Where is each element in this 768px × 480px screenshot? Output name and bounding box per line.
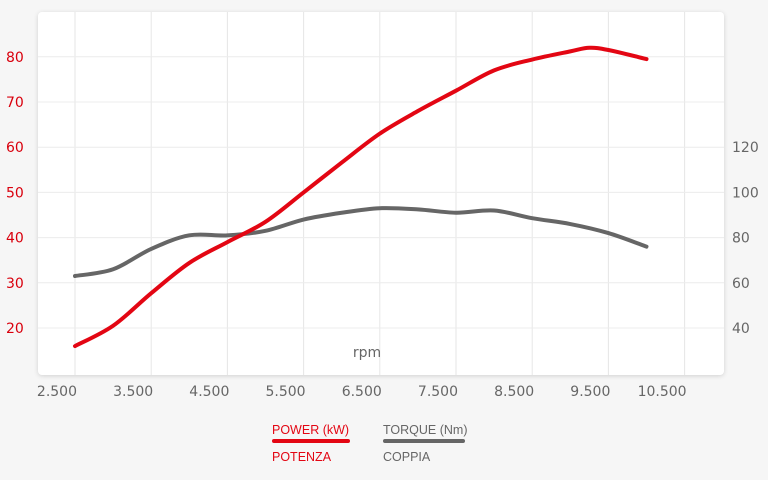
x-tick-label: 7.500 — [418, 384, 458, 400]
legend-torque-label: TORQUE (Nm) — [383, 423, 468, 437]
y-right-tick-label: 120 — [732, 140, 759, 156]
power-line — [73, 45, 649, 349]
legend-power-sublabel: POTENZA — [272, 450, 332, 464]
x-axis-label: rpm — [353, 345, 381, 361]
x-tick-label: 10.500 — [638, 384, 687, 400]
y-left-tick-label: 60 — [6, 140, 24, 156]
legend-torque-sublabel: COPPIA — [383, 450, 431, 464]
x-tick-label: 6.500 — [342, 384, 382, 400]
x-tick-label: 4.500 — [189, 384, 229, 400]
legend-torque-swatch — [383, 439, 465, 443]
x-tick-label: 5.500 — [266, 384, 306, 400]
torque-line — [73, 206, 649, 279]
x-tick-label: 2.500 — [37, 384, 77, 400]
y-right-tick-label: 100 — [732, 185, 759, 201]
y-left-tick-label: 20 — [6, 321, 24, 337]
y-right-tick-label: 80 — [732, 231, 750, 247]
chart-svg: 2.500 3.500 4.500 5.500 6.500 7.500 8.500 9.500… — [6, 12, 759, 400]
y-left-tick-label: 40 — [6, 231, 24, 247]
chart-panel — [38, 12, 724, 375]
legend-item-power[interactable]: POWER (kW) POTENZA — [272, 423, 350, 464]
y-left-tick-label: 30 — [6, 276, 24, 292]
x-tick-label: 8.500 — [494, 384, 534, 400]
legend-power-swatch — [272, 439, 350, 443]
y-left-tick-label: 80 — [6, 50, 24, 66]
legend-item-torque[interactable]: TORQUE (Nm) COPPIA — [383, 423, 468, 464]
legend-power-label: POWER (kW) — [272, 423, 350, 437]
y-right-tick-label: 60 — [732, 276, 750, 292]
x-tick-label: 3.500 — [113, 384, 153, 400]
y-left-tick-label: 70 — [6, 95, 24, 111]
x-tick-label: 9.500 — [570, 384, 610, 400]
y-right-tick-label: 40 — [732, 321, 750, 337]
y-left-tick-label: 50 — [6, 185, 24, 201]
